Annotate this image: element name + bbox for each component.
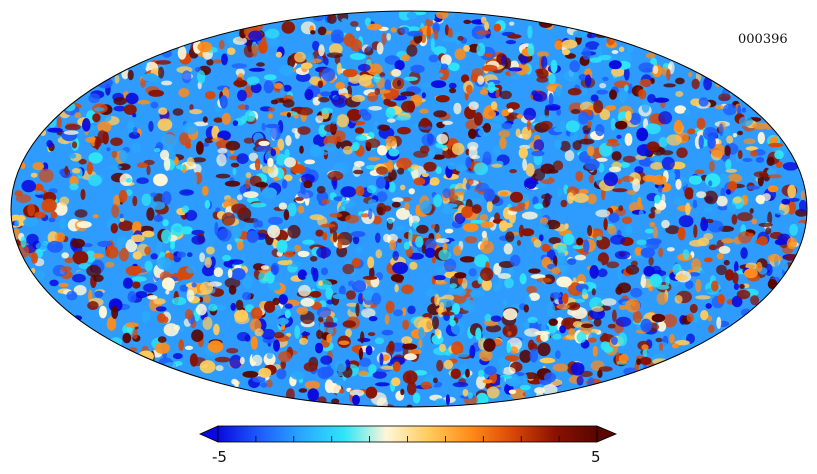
colorbar-min-arrow — [199, 425, 219, 443]
colorbar-max-arrow — [596, 425, 618, 443]
map-id-label: 000396 — [738, 32, 788, 47]
colorbar-min-label: -5 — [212, 448, 227, 466]
map-outline — [10, 10, 808, 408]
colorbar-ticks — [255, 436, 560, 442]
colorbar-max-label: 5 — [591, 448, 601, 466]
